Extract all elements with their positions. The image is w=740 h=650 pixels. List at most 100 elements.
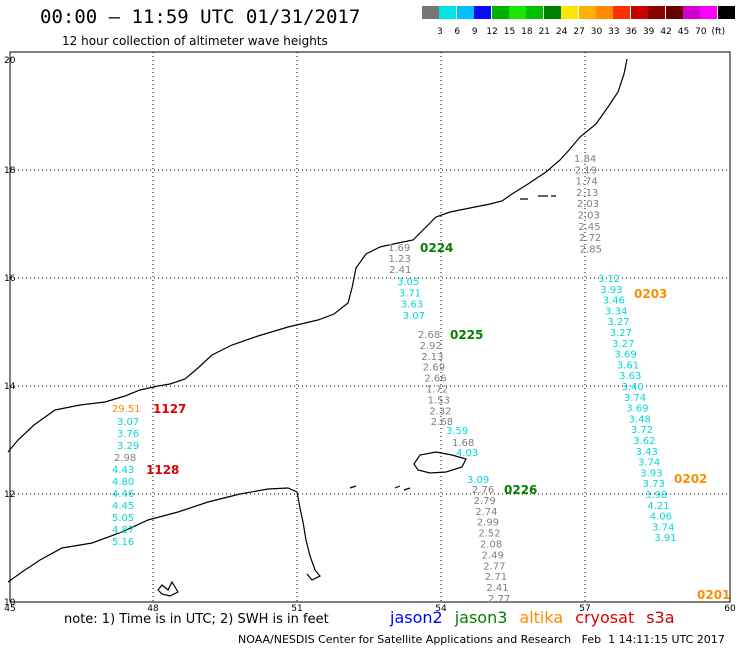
wave-height-value: 1.68: [452, 438, 474, 449]
colorbar-label: 27: [573, 27, 585, 37]
satellite-legend: jason2 jason3 altika cryosat s3a: [390, 608, 687, 627]
colorbar-label: 33: [608, 27, 620, 37]
wave-height-value: 29.51: [112, 404, 141, 415]
colorbar-label: 21: [538, 27, 551, 37]
wave-height-value: 3.34: [605, 306, 627, 317]
pass-time-label: 0226: [504, 483, 537, 497]
satellite-legend-item: jason2: [390, 608, 443, 627]
wave-height-value: 2.66: [424, 374, 446, 385]
colorbar-swatch: [509, 6, 526, 19]
wave-height-value: 2.98: [114, 453, 136, 464]
units-note: note: 1) Time is in UTC; 2) SWH is in fe…: [64, 612, 329, 627]
wave-height-value: 2.68: [418, 330, 440, 341]
wave-height-value: 4.43: [112, 465, 134, 476]
wave-height-value: 3.29: [117, 441, 139, 452]
colorbar-swatch: [648, 6, 666, 19]
colorbar-swatch: [630, 6, 648, 19]
wave-height-value: 3.76: [117, 429, 139, 440]
pass-time-label: 1127: [153, 402, 186, 416]
wave-height-value: 2.19: [575, 165, 597, 176]
wave-height-value: 5.16: [112, 537, 134, 548]
satellite-legend-item: s3a: [646, 608, 675, 627]
y-tick-label: 12: [4, 490, 15, 500]
plot-frame: [9, 51, 731, 603]
wave-height-value: 2.77: [488, 594, 510, 605]
wave-height-value: 3.61: [617, 360, 639, 371]
satellite-legend-item: jason3: [454, 608, 508, 627]
wave-height-value: 5.05: [112, 513, 134, 524]
y-axis-ticks: 10 12 14 16 18 20: [4, 56, 16, 608]
wave-height-value: 3.71: [399, 288, 421, 299]
wave-height-value: 2.41: [389, 265, 411, 276]
coastline: [7, 58, 628, 597]
wave-height-value: 2.99: [477, 518, 499, 529]
pass-time-label: 0201: [697, 588, 730, 602]
pass-time-label: 0225: [450, 328, 483, 342]
pass-time-label: 0202: [674, 472, 707, 486]
colorbar-label: 24: [555, 27, 568, 37]
wave-height-value: 2.92: [420, 341, 442, 352]
colorbar-swatch: [456, 6, 474, 19]
y-tick-label: 14: [4, 382, 16, 392]
satellite-legend-item: cryosat: [575, 608, 635, 627]
colorbar-swatch: [561, 6, 579, 19]
wave-height-value: 3.12: [598, 274, 620, 285]
wave-height-value: 3.74: [638, 458, 660, 469]
colorbar-swatch: [439, 6, 457, 19]
x-tick-label: 54: [435, 604, 447, 614]
colorbar-label: 6: [454, 27, 461, 37]
colorbar-swatch: [700, 6, 718, 19]
wave-height-value: 3.09: [467, 475, 489, 486]
wave-height-value: 3.07: [403, 311, 425, 322]
wave-height-value: 3.69: [626, 404, 648, 415]
wave-height-value: 2.76: [472, 485, 494, 496]
wave-height-value: 3.59: [446, 426, 468, 437]
wave-height-value: 2.77: [483, 561, 505, 572]
wave-height-value: 3.63: [401, 300, 423, 311]
colorbar-label: 42: [660, 27, 672, 37]
wave-height-value: 4.87: [112, 525, 134, 536]
wave-height-value: 1.23: [389, 254, 411, 265]
wave-height-value: 4.03: [456, 448, 478, 459]
wave-height-value: 2.49: [482, 550, 504, 561]
wave-height-value: 2.13: [576, 188, 598, 199]
wave-height-value: 3.74: [652, 522, 674, 533]
wave-height-value: 3.91: [654, 533, 676, 544]
colorbar-label: 39: [642, 27, 655, 37]
y-tick-label: 20: [4, 56, 16, 66]
grid: [10, 52, 730, 602]
wave-height-value: 3.72: [631, 425, 653, 436]
pass-time-labels: 0224 0225 0226 0203 0202 0201 1127 1128: [146, 241, 730, 602]
wave-height-value: 3.46: [603, 296, 625, 307]
wave-height-value: 3.69: [614, 350, 636, 361]
x-tick-label: 48: [147, 604, 159, 614]
colorbar-label: 36: [625, 27, 638, 37]
wave-height-value: 3.27: [612, 339, 634, 350]
wave-height-value: 3.98: [645, 490, 667, 501]
colorbar-swatch: [422, 6, 439, 19]
x-tick-label: 45: [4, 604, 15, 614]
colorbar-swatch: [474, 6, 492, 19]
wave-height-value: 2.03: [578, 211, 600, 222]
wave-height-value: 2.68: [431, 417, 453, 428]
wave-height-value: 2.71: [485, 572, 507, 583]
wave-height-value: 3.43: [636, 447, 658, 458]
wave-height-value: 4.06: [650, 512, 672, 523]
colorbar-label: 30: [590, 27, 603, 37]
wave-height-value: 4.46: [112, 489, 134, 500]
x-axis-ticks: 45 48 51 54 57 60: [4, 604, 736, 614]
wave-height-tracks: 1.842.191.742.132.032.032.452.722.853.12…: [112, 154, 677, 605]
wave-height-value: 3.63: [619, 371, 641, 382]
wave-height-value: 2.69: [423, 363, 445, 374]
wave-height-value: 2.85: [580, 244, 602, 255]
wave-height-value: 3.74: [624, 393, 646, 404]
pass-time-label: 0224: [420, 241, 453, 255]
wave-height-value: 1.72: [426, 385, 448, 396]
colorbar-label: 12: [486, 27, 498, 37]
wave-height-value: 4.21: [647, 501, 669, 512]
wave-height-value: 2.08: [480, 540, 502, 551]
wave-height-value: 1.84: [574, 154, 596, 165]
colorbar-label: 9: [471, 27, 478, 37]
wave-height-value: 3.73: [643, 479, 665, 490]
